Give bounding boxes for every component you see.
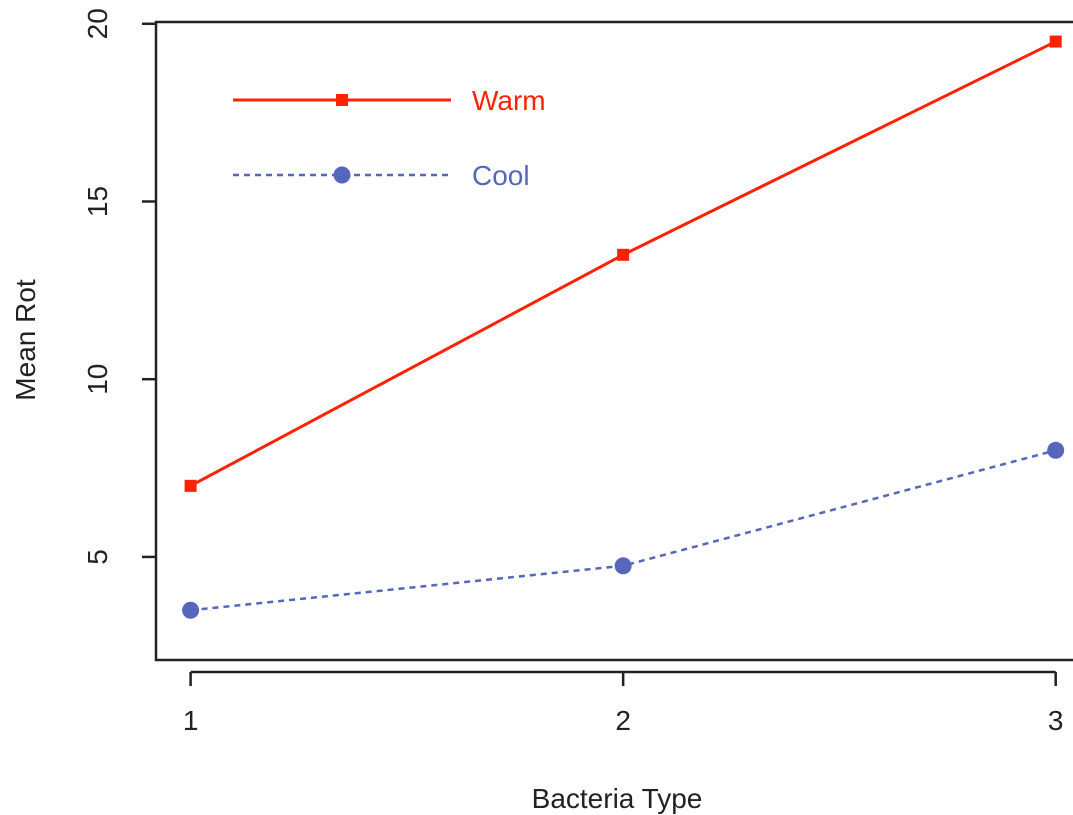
legend: Warm Cool (233, 85, 546, 191)
x-axis-label: Bacteria Type (532, 783, 703, 814)
y-axis-label: Mean Rot (10, 279, 41, 401)
y-tick-label: 10 (82, 364, 113, 395)
series-line-cool (190, 449, 1057, 612)
x-tick-label: 1 (183, 705, 199, 736)
data-point-cool (1047, 441, 1065, 459)
y-tick-label: 20 (82, 8, 113, 39)
x-tick-label: 3 (1048, 705, 1064, 736)
series-layer (182, 35, 1065, 619)
data-point-cool (182, 601, 200, 619)
legend-marker-cool (333, 166, 351, 184)
series-line-warm (189, 40, 1057, 488)
plot-frame (154, 20, 1073, 662)
legend-label-warm: Warm (472, 85, 546, 116)
data-point-warm (617, 248, 630, 261)
legend-marker-warm (336, 94, 348, 106)
y-tick-label: 5 (82, 549, 113, 565)
plot-border (154, 20, 1073, 662)
y-axis: 5 10 15 20 (82, 8, 156, 565)
data-point-warm (184, 479, 197, 492)
data-point-cool (614, 557, 632, 575)
data-point-warm (1049, 35, 1062, 48)
legend-label-cool: Cool (472, 160, 530, 191)
x-tick-label: 2 (615, 705, 631, 736)
y-tick-label: 15 (82, 186, 113, 217)
x-axis: 1 2 3 (183, 670, 1064, 736)
